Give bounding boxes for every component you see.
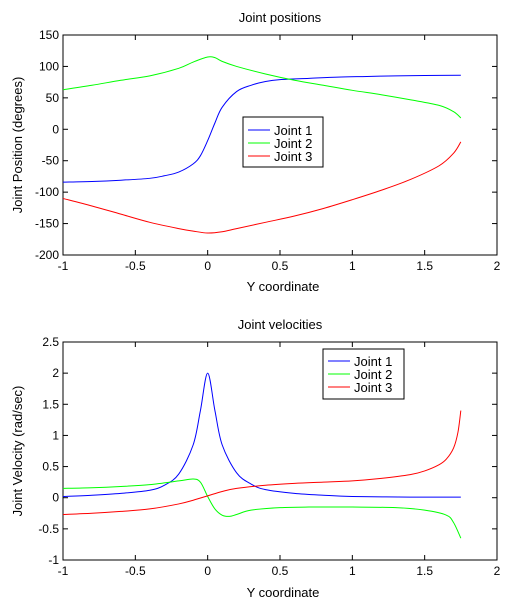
y-tick-label: -0.5 — [38, 522, 59, 536]
series-line-joint-3 — [62, 410, 462, 516]
legend-label-joint-2: Joint 2 — [274, 136, 312, 151]
series-lines — [62, 56, 462, 234]
series-line-joint-2 — [62, 478, 462, 539]
y-tick-label: -50 — [42, 154, 60, 168]
x-tick-label: -0.5 — [125, 564, 146, 578]
y-tick-label: 2.5 — [42, 335, 59, 349]
y-tick-label: -1 — [48, 553, 59, 567]
x-axis-label: Y coordinate — [247, 585, 320, 600]
legend-label-joint-1: Joint 1 — [274, 123, 312, 138]
series-lines — [62, 372, 462, 539]
y-tick-label: 50 — [46, 91, 60, 105]
series-line-joint-1 — [62, 74, 461, 183]
y-tick-label: 100 — [39, 59, 59, 73]
legend: Joint 1 Joint 2 Joint 3 — [322, 348, 405, 400]
legend-box — [242, 116, 324, 168]
legend: Joint 1 Joint 2 Joint 3 — [242, 116, 324, 168]
y-tick-label: -150 — [35, 217, 59, 231]
x-tick-label: 1 — [349, 564, 356, 578]
x-axis-label: Y coordinate — [247, 279, 320, 294]
x-tick-label: 2 — [494, 259, 501, 273]
legend-label-joint-3: Joint 3 — [354, 380, 392, 395]
y-tick-label: 1.5 — [42, 397, 59, 411]
legend-label-joint-3: Joint 3 — [274, 149, 312, 164]
y-tick-label: 150 — [39, 28, 59, 42]
series-line-joint-2 — [62, 56, 462, 119]
x-tick-label: 0.5 — [272, 564, 289, 578]
y-axis-label: Joint Velocity (rad/sec) — [10, 386, 25, 517]
series-line-joint-3 — [62, 141, 462, 234]
chart-title: Joint velocities — [238, 317, 323, 332]
axis-ticks: -1 -0.5 0 0.5 1 1.5 2 -1 -0.5 0 0.5 1 1.5 2 2.5 — [38, 335, 500, 578]
series-line-joint-1 — [62, 372, 461, 498]
x-tick-label: 1.5 — [416, 259, 433, 273]
x-tick-label: -0.5 — [125, 259, 146, 273]
legend-label-joint-1: Joint 1 — [354, 354, 392, 369]
y-axis-label: Joint Position (degrees) — [10, 77, 25, 214]
x-tick-label: 1 — [349, 259, 356, 273]
joint-velocities-chart: Joint velocities -1 -0.5 0 0.5 1 1.5 2 -1 -0.5 0 0… — [10, 317, 501, 600]
axis-ticks: -1 -0.5 0 0.5 1 1.5 2 -200 -150 -100 -50 0 50 100 150 — [35, 28, 501, 273]
x-tick-label: -1 — [58, 259, 69, 273]
x-tick-label: 0.5 — [272, 259, 289, 273]
chart-title: Joint positions — [239, 10, 322, 25]
x-tick-label: 2 — [494, 564, 501, 578]
x-tick-label: -1 — [58, 564, 69, 578]
legend-label-joint-2: Joint 2 — [354, 367, 392, 382]
x-tick-label: 1.5 — [416, 564, 433, 578]
y-tick-label: 0 — [52, 122, 59, 136]
x-tick-label: 0 — [204, 564, 211, 578]
x-tick-label: 0 — [204, 259, 211, 273]
joint-positions-chart: Joint positions -1 -0.5 0 0.5 1 1.5 2-200-150-… — [10, 10, 501, 294]
y-tick-label: 0.5 — [42, 460, 59, 474]
y-tick-label: 2 — [52, 366, 59, 380]
y-tick-label: 0 — [52, 491, 59, 505]
y-tick-label: -100 — [35, 185, 59, 199]
y-tick-label: 1 — [52, 428, 59, 442]
y-tick-label: -200 — [35, 248, 59, 262]
